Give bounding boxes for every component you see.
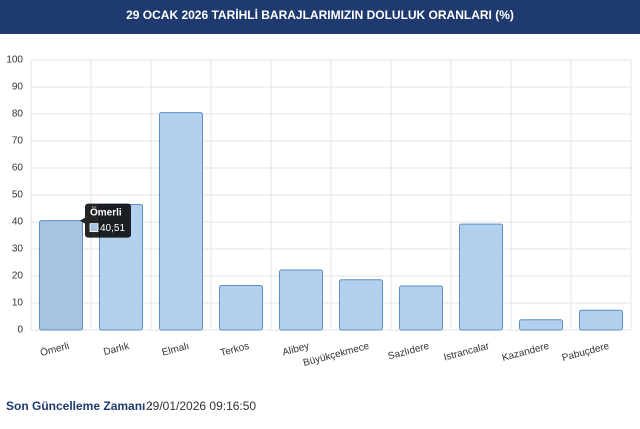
y-tick-label: 70 <box>12 136 24 147</box>
bar <box>279 269 323 331</box>
y-tick-label: 30 <box>12 244 24 255</box>
x-tick-label: Pabuçdere <box>561 341 611 364</box>
tooltip-value: 40,51 <box>100 223 125 234</box>
y-tick-label: 60 <box>12 163 24 174</box>
bar <box>459 223 503 331</box>
x-tick-label: Darlık <box>102 341 131 359</box>
chart-title: 29 OCAK 2026 TARİHLİ BARAJLARIMIZIN DOLU… <box>126 7 514 22</box>
y-tick-label: 0 <box>17 325 23 336</box>
x-tick-label: Büyükçekmece <box>302 341 371 369</box>
tooltip-swatch <box>89 223 99 233</box>
y-tick-label: 90 <box>12 82 24 93</box>
y-tick-label: 80 <box>12 109 24 120</box>
y-tick-label: 50 <box>12 190 24 201</box>
y-tick-label: 20 <box>12 271 24 282</box>
x-tick-label: Istrancalar <box>443 341 492 364</box>
x-tick-label: Kazandere <box>501 341 551 364</box>
bar <box>159 112 203 331</box>
header-bar <box>0 0 640 34</box>
x-tick-label: Terkos <box>219 341 250 359</box>
x-tick-label: Elmalı <box>161 341 191 359</box>
update-time: 29/01/2026 09:16:50 <box>146 399 256 413</box>
bar <box>39 220 83 331</box>
y-tick-label: 10 <box>12 298 24 309</box>
y-tick-label: 100 <box>6 55 23 66</box>
update-label: Son Güncelleme Zamanı : <box>6 399 153 413</box>
x-tick-label: Alibey <box>281 341 310 359</box>
bar <box>219 284 263 331</box>
bar <box>339 279 383 331</box>
tooltip-title: Ömerli <box>90 205 122 218</box>
bar <box>399 285 443 331</box>
y-tick-label: 40 <box>12 217 24 228</box>
x-tick-label: Ömerli <box>39 340 71 359</box>
x-tick-label: Sazlıdere <box>387 341 431 363</box>
bar <box>579 309 623 331</box>
bar <box>519 319 563 331</box>
